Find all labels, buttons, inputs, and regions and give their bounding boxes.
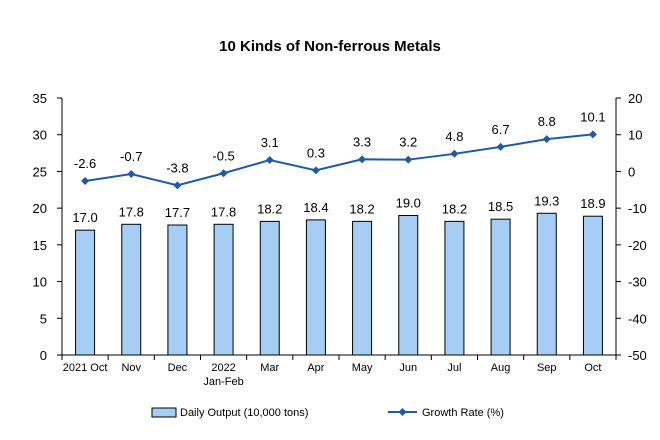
y-left-tick-label: 25 bbox=[33, 164, 47, 179]
growth-rate-point-6 bbox=[358, 155, 367, 164]
bar-11 bbox=[582, 215, 603, 356]
bar-value-label-7: 19.0 bbox=[396, 195, 421, 210]
y-left-tick-label: 10 bbox=[33, 275, 47, 290]
bar-6 bbox=[352, 220, 373, 356]
x-tick-label: Apr bbox=[307, 362, 324, 374]
legend-line-label: Growth Rate (%) bbox=[422, 407, 504, 419]
bar-value-label-9: 18.5 bbox=[488, 199, 513, 214]
bar-7 bbox=[398, 214, 419, 356]
growth-rate-point-11 bbox=[588, 130, 597, 139]
bar-3 bbox=[213, 223, 234, 356]
y-left-tick-label: 20 bbox=[33, 201, 47, 216]
bar-value-label-11: 18.9 bbox=[580, 196, 605, 211]
y-right-tick-label: 10 bbox=[628, 128, 642, 143]
line-series bbox=[81, 130, 597, 190]
growth-rate-point-5 bbox=[311, 166, 320, 175]
y-right-tick-label: -50 bbox=[628, 348, 647, 363]
x-tick-label: Mar bbox=[260, 362, 279, 374]
bar-9 bbox=[490, 218, 511, 356]
y-right-tick-label: 20 bbox=[628, 91, 642, 106]
bar-10 bbox=[536, 212, 557, 356]
axes: 0 5 10 15 20 25 30 35 -50 -40 -30 -20 -10 0 10 20 2021 O… bbox=[33, 91, 647, 388]
growth-rate-point-2 bbox=[173, 181, 182, 190]
bar-8 bbox=[444, 220, 465, 356]
bar-4 bbox=[259, 220, 280, 356]
line-value-label-8: 4.8 bbox=[445, 129, 463, 144]
y-right-tick-label: -40 bbox=[628, 311, 647, 326]
line-value-label-9: 6.7 bbox=[492, 122, 510, 137]
x-tick-label: 2022 Jan-Feb bbox=[203, 362, 243, 388]
growth-rate-point-0 bbox=[81, 176, 90, 185]
y-left-tick-label: 35 bbox=[33, 91, 47, 106]
x-tick-label: Oct bbox=[584, 362, 601, 374]
legend-bar-swatch bbox=[151, 407, 177, 418]
bar-value-label-0: 17.0 bbox=[72, 210, 97, 225]
bar-2 bbox=[167, 224, 188, 356]
bar-value-label-8: 18.2 bbox=[442, 201, 467, 216]
growth-rate-point-7 bbox=[404, 155, 413, 164]
y-right-tick-label: -20 bbox=[628, 238, 647, 253]
line-value-label-2: -3.8 bbox=[166, 160, 188, 175]
bar-5 bbox=[305, 219, 326, 356]
bar-value-label-10: 19.3 bbox=[534, 193, 559, 208]
x-tick-label: Jun bbox=[399, 362, 417, 374]
line-value-label-1: -0.7 bbox=[120, 149, 142, 164]
bar-value-label-1: 17.8 bbox=[119, 204, 144, 219]
chart-title: 10 Kinds of Non-ferrous Metals bbox=[219, 38, 441, 55]
y-right-tick-label: -10 bbox=[628, 201, 647, 216]
line-value-label-11: 10.1 bbox=[580, 109, 605, 124]
line-value-label-4: 3.1 bbox=[261, 135, 279, 150]
bar-value-label-4: 18.2 bbox=[257, 201, 282, 216]
y-right-tick-label: 0 bbox=[628, 164, 635, 179]
legend-bar-label: Daily Output (10,000 tons) bbox=[180, 407, 308, 419]
x-tick-label: 2021 Oct bbox=[63, 362, 108, 374]
x-tick-label: Sep bbox=[537, 362, 557, 374]
y-left-tick-label: 5 bbox=[40, 311, 47, 326]
bar-value-label-3: 17.8 bbox=[211, 204, 236, 219]
line-value-label-3: -0.5 bbox=[212, 148, 234, 163]
x-tick-label: May bbox=[352, 362, 373, 374]
bar-value-label-6: 18.2 bbox=[349, 201, 374, 216]
bar-value-label-2: 17.7 bbox=[165, 205, 190, 220]
growth-rate-point-8 bbox=[450, 149, 459, 158]
bar-0 bbox=[75, 229, 96, 356]
legend-line-marker bbox=[398, 408, 407, 416]
x-tick-label: Nov bbox=[121, 362, 141, 374]
x-tick-label: Dec bbox=[168, 362, 188, 374]
y-left-tick-label: 30 bbox=[33, 128, 47, 143]
line-value-label-10: 8.8 bbox=[538, 114, 556, 129]
growth-rate-point-10 bbox=[542, 135, 551, 144]
growth-rate-point-9 bbox=[496, 142, 505, 151]
growth-rate-point-3 bbox=[219, 169, 228, 178]
y-left-tick-label: 0 bbox=[40, 348, 47, 363]
x-tick-label: Jul bbox=[447, 362, 461, 374]
growth-rate-point-4 bbox=[265, 156, 274, 165]
line-value-label-7: 3.2 bbox=[399, 135, 417, 150]
growth-rate-point-1 bbox=[127, 169, 136, 178]
y-right-tick-label: -30 bbox=[628, 275, 647, 290]
growth-rate-line bbox=[84, 133, 594, 187]
bar-series bbox=[75, 212, 603, 356]
line-value-label-0: -2.6 bbox=[74, 156, 96, 171]
bar-value-label-5: 18.4 bbox=[303, 200, 328, 215]
line-value-label-5: 0.3 bbox=[307, 145, 325, 160]
line-value-label-6: 3.3 bbox=[353, 134, 371, 149]
y-left-tick-label: 15 bbox=[33, 238, 47, 253]
data-labels: 17.0 17.8 17.7 17.8 18.2 18.4 18.2 19.0 18.2 18.5… bbox=[72, 109, 605, 225]
legend: Daily Output (10,000 tons) Growth Rate (… bbox=[151, 407, 504, 419]
bar-1 bbox=[121, 223, 142, 356]
x-tick-label: Aug bbox=[491, 362, 511, 374]
